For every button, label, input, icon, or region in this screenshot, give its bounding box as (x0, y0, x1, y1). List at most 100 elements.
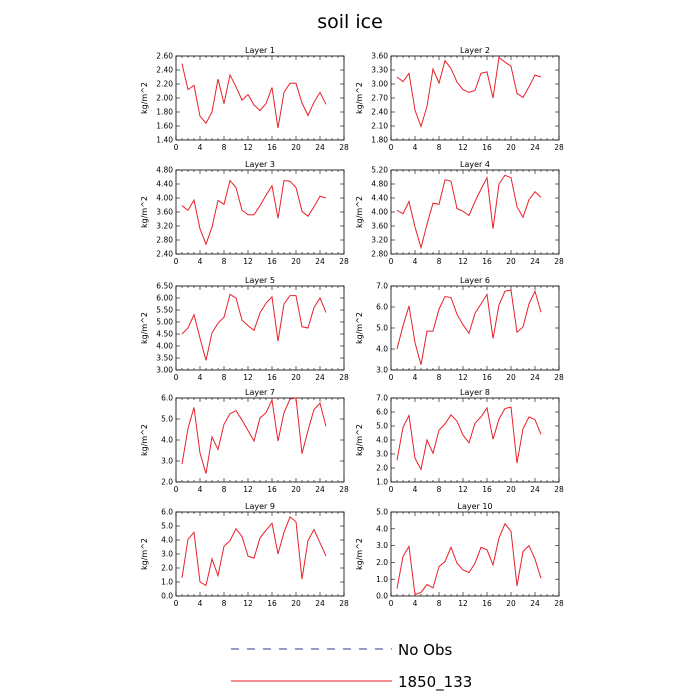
panel-title: Layer 10 (457, 502, 492, 511)
y-tick-label: 2.00 (156, 94, 173, 103)
plot-frame (390, 285, 560, 371)
y-tick-label: 6.0 (376, 303, 388, 312)
y-tick-label: 2.40 (156, 250, 173, 259)
x-tick-label: 28 (339, 599, 349, 608)
y-tick-label: 5.00 (156, 318, 173, 327)
x-tick-label: 28 (339, 373, 349, 382)
panel-title: Layer 3 (245, 160, 275, 169)
y-tick-label: 1.0 (376, 478, 388, 487)
y-tick-label: 6.50 (156, 282, 173, 291)
x-tick-label: 8 (437, 143, 442, 152)
legend-label-no-obs: No Obs (398, 641, 452, 659)
x-tick-label: 8 (222, 599, 227, 608)
x-tick-label: 12 (243, 599, 253, 608)
plot-frame (175, 511, 345, 597)
plot-frame (390, 55, 560, 141)
y-tick-label: 2.0 (161, 564, 173, 573)
y-axis-label: kg/m^2 (140, 196, 149, 228)
x-tick-label: 0 (389, 485, 394, 494)
y-tick-label: 4.40 (371, 194, 388, 203)
y-tick-label: 1.0 (161, 578, 173, 587)
series-line-1850-133 (396, 406, 542, 471)
x-tick-label: 20 (506, 143, 516, 152)
x-tick-label: 8 (437, 257, 442, 266)
x-tick-label: 4 (413, 485, 418, 494)
y-tick-label: 2.80 (156, 236, 173, 245)
x-tick-label: 0 (174, 143, 179, 152)
x-tick-label: 4 (198, 485, 203, 494)
y-tick-label: 3.0 (376, 366, 388, 375)
x-tick-label: 16 (482, 257, 492, 266)
x-tick-label: 4 (198, 257, 203, 266)
x-tick-label: 20 (291, 143, 301, 152)
y-axis-label: kg/m^2 (140, 312, 149, 344)
y-tick-label: 4.80 (371, 180, 388, 189)
x-tick-label: 0 (174, 599, 179, 608)
plot-frame (175, 397, 345, 483)
y-tick-label: 7.0 (376, 282, 388, 291)
y-tick-label: 5.0 (376, 422, 388, 431)
y-tick-label: 4.50 (156, 330, 173, 339)
x-tick-label: 28 (339, 257, 349, 266)
x-tick-label: 12 (458, 143, 468, 152)
x-tick-label: 12 (243, 373, 253, 382)
plot-frame (175, 285, 345, 371)
panel-layer-10: Layer 10 0 4 8 12 16 20 24 28 0.0 1.0 2.0 3.0 4.0 5.0 k… (355, 502, 564, 608)
panel-layer-4: Layer 4 0 4 8 12 16 20 24 28 2.80 3.20 3.60 4.00 4.40… (355, 160, 564, 266)
x-tick-label: 24 (315, 143, 325, 152)
y-tick-label: 4.0 (376, 345, 388, 354)
series-line-1850-133 (181, 397, 327, 474)
y-axis-label: kg/m^2 (355, 82, 364, 114)
y-tick-label: 1.80 (371, 136, 388, 145)
x-tick-label: 16 (267, 143, 277, 152)
y-axis-label: kg/m^2 (140, 82, 149, 114)
panel-title: Layer 7 (245, 388, 275, 397)
x-tick-label: 12 (243, 143, 253, 152)
x-tick-label: 24 (530, 257, 540, 266)
x-tick-label: 16 (482, 485, 492, 494)
x-tick-label: 24 (530, 485, 540, 494)
y-axis-label: kg/m^2 (355, 538, 364, 570)
y-tick-label: 3.00 (371, 80, 388, 89)
x-tick-label: 8 (437, 599, 442, 608)
x-tick-label: 16 (482, 373, 492, 382)
x-tick-label: 24 (530, 599, 540, 608)
panel-title: Layer 9 (245, 502, 275, 511)
panel-title: Layer 4 (460, 160, 490, 169)
x-tick-label: 24 (530, 373, 540, 382)
panel-layer-5: Layer 5 0 4 8 12 16 20 24 28 3.00 3.50 4.00 4.50 5.00… (140, 276, 349, 382)
x-tick-label: 8 (222, 485, 227, 494)
x-tick-label: 12 (243, 257, 253, 266)
x-tick-label: 4 (413, 599, 418, 608)
x-tick-label: 12 (458, 257, 468, 266)
series-line-1850-133 (181, 293, 327, 361)
x-tick-label: 28 (554, 599, 564, 608)
panel-title: Layer 8 (460, 388, 490, 397)
x-tick-label: 4 (413, 257, 418, 266)
y-tick-label: 4.00 (156, 194, 173, 203)
y-tick-label: 4.00 (371, 208, 388, 217)
series-line-1850-133 (181, 179, 327, 246)
y-axis-label: kg/m^2 (140, 424, 149, 456)
x-tick-label: 16 (482, 599, 492, 608)
y-tick-label: 6.0 (376, 408, 388, 417)
x-tick-label: 28 (554, 485, 564, 494)
x-tick-label: 16 (267, 257, 277, 266)
panel-layer-7: Layer 7 0 4 8 12 16 20 24 28 2.0 3.0 4.0 5.0 6.0 kg/m^… (140, 388, 349, 494)
y-tick-label: 1.60 (156, 122, 173, 131)
y-tick-label: 5.0 (376, 324, 388, 333)
y-tick-label: 3.20 (371, 236, 388, 245)
y-tick-label: 2.80 (371, 250, 388, 259)
y-tick-label: 3.0 (161, 550, 173, 559)
y-tick-label: 4.0 (161, 536, 173, 545)
y-tick-label: 6.00 (156, 294, 173, 303)
y-tick-label: 4.0 (161, 436, 173, 445)
series-line-1850-133 (396, 174, 542, 250)
y-tick-label: 0.0 (376, 592, 388, 601)
y-tick-label: 5.20 (371, 166, 388, 175)
y-tick-label: 3.60 (156, 208, 173, 217)
x-tick-label: 24 (315, 599, 325, 608)
x-tick-label: 0 (389, 599, 394, 608)
y-tick-label: 3.50 (156, 354, 173, 363)
